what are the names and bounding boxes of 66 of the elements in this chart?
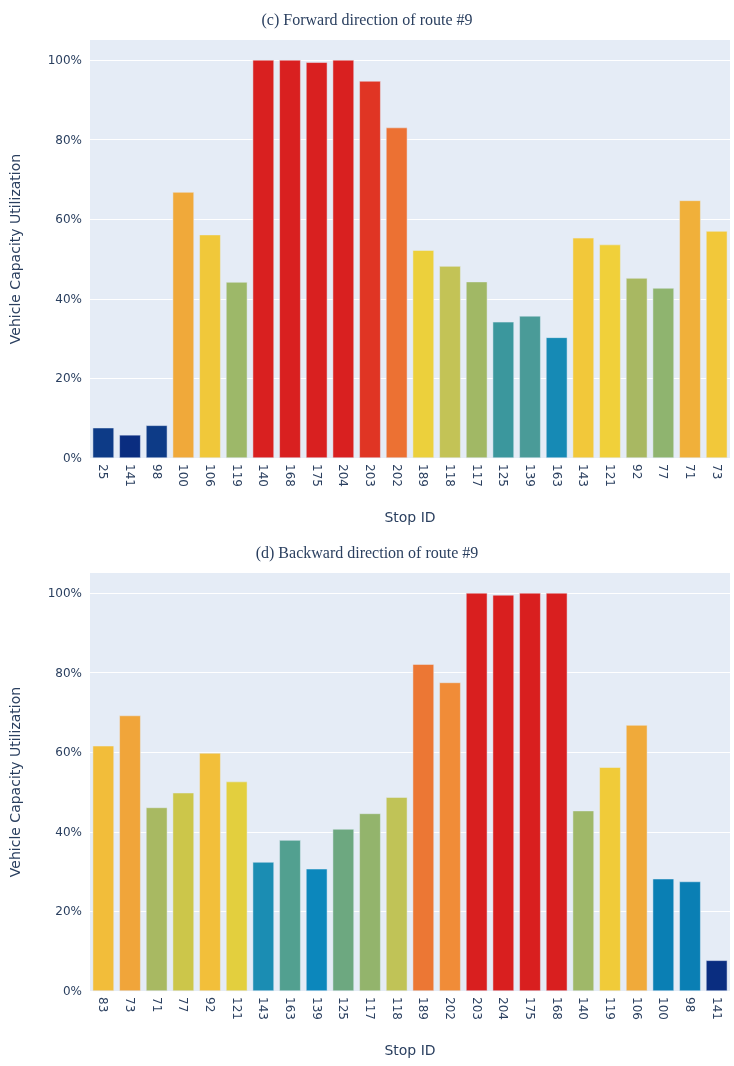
x-tick-label: 121 [229, 997, 244, 1020]
x-tick-label: 143 [576, 464, 591, 487]
x-tick-label: 139 [523, 464, 537, 487]
x-tick-label: 121 [603, 464, 617, 487]
x-tick-label: 106 [629, 997, 644, 1020]
x-tick-label: 117 [363, 997, 377, 1020]
y-tick-label: 0% [62, 451, 82, 465]
x-tick-label: 189 [416, 997, 431, 1020]
x-axis-title: Stop ID [384, 509, 436, 525]
x-tick-label: 100 [656, 997, 671, 1020]
x-tick-label: 117 [469, 464, 484, 487]
y-tick-label: 20% [55, 904, 82, 919]
y-tick-label: 100% [47, 52, 82, 67]
y-axis-title: Vehicle Capacity Utilization [7, 686, 23, 878]
x-tick-label: 168 [283, 464, 297, 487]
x-tick-label: 98 [683, 997, 697, 1013]
x-tick-label: 203 [469, 997, 484, 1020]
x-tick-label: 202 [443, 997, 457, 1020]
x-tick-label: 204 [496, 997, 511, 1020]
x-tick-label: 71 [683, 464, 697, 480]
y-tick-label: 60% [55, 212, 82, 227]
y-axis-title: Vehicle Capacity Utilization [7, 153, 23, 345]
x-tick-label: 119 [229, 464, 244, 487]
y-tick-label: 80% [55, 132, 82, 147]
x-tick-label: 92 [629, 464, 644, 480]
x-tick-label: 140 [576, 997, 591, 1020]
x-tick-label: 125 [336, 997, 351, 1020]
x-axis-title: Stop ID [384, 1042, 436, 1058]
y-tick-label: 40% [55, 291, 82, 306]
x-tick-label: 163 [283, 997, 297, 1020]
x-tick-label: 125 [496, 464, 511, 487]
x-tick-label: 77 [176, 997, 191, 1013]
x-tick-label: 83 [96, 997, 111, 1013]
x-tick-label: 163 [549, 464, 564, 487]
chart-title: (d) Backward direction of route #9 [255, 543, 479, 562]
x-tick-label: 73 [709, 464, 724, 480]
x-tick-label: 106 [203, 464, 217, 487]
x-tick-label: 141 [123, 464, 137, 487]
x-tick-label: 203 [363, 464, 377, 487]
x-tick-label: 92 [203, 997, 217, 1013]
x-tick-label: 119 [603, 997, 617, 1020]
x-tick-label: 175 [523, 997, 537, 1020]
y-tick-label: 80% [55, 665, 82, 680]
x-tick-label: 71 [149, 997, 164, 1013]
x-tick-label: 140 [256, 464, 271, 487]
x-tick-label: 202 [389, 464, 404, 487]
x-tick-label: 141 [709, 997, 724, 1020]
x-tick-label: 204 [336, 464, 351, 487]
chart-title: (c) Forward direction of route #9 [261, 10, 473, 29]
y-tick-label: 60% [55, 745, 82, 760]
x-tick-label: 73 [123, 997, 137, 1013]
x-tick-label: 175 [309, 464, 324, 487]
x-tick-label: 118 [443, 464, 457, 487]
y-tick-label: 40% [55, 824, 82, 839]
x-tick-label: 100 [176, 464, 191, 487]
x-tick-label: 98 [149, 464, 164, 480]
y-tick-label: 20% [55, 371, 82, 386]
x-tick-label: 189 [416, 464, 431, 487]
x-tick-label: 25 [96, 464, 111, 480]
y-tick-label: 0% [62, 984, 82, 998]
x-tick-label: 139 [309, 997, 324, 1020]
x-tick-label: 118 [389, 997, 404, 1020]
x-tick-label: 168 [549, 997, 564, 1020]
x-tick-label: 143 [256, 997, 271, 1020]
x-tick-label: 77 [656, 464, 671, 480]
y-tick-label: 100% [47, 585, 82, 600]
